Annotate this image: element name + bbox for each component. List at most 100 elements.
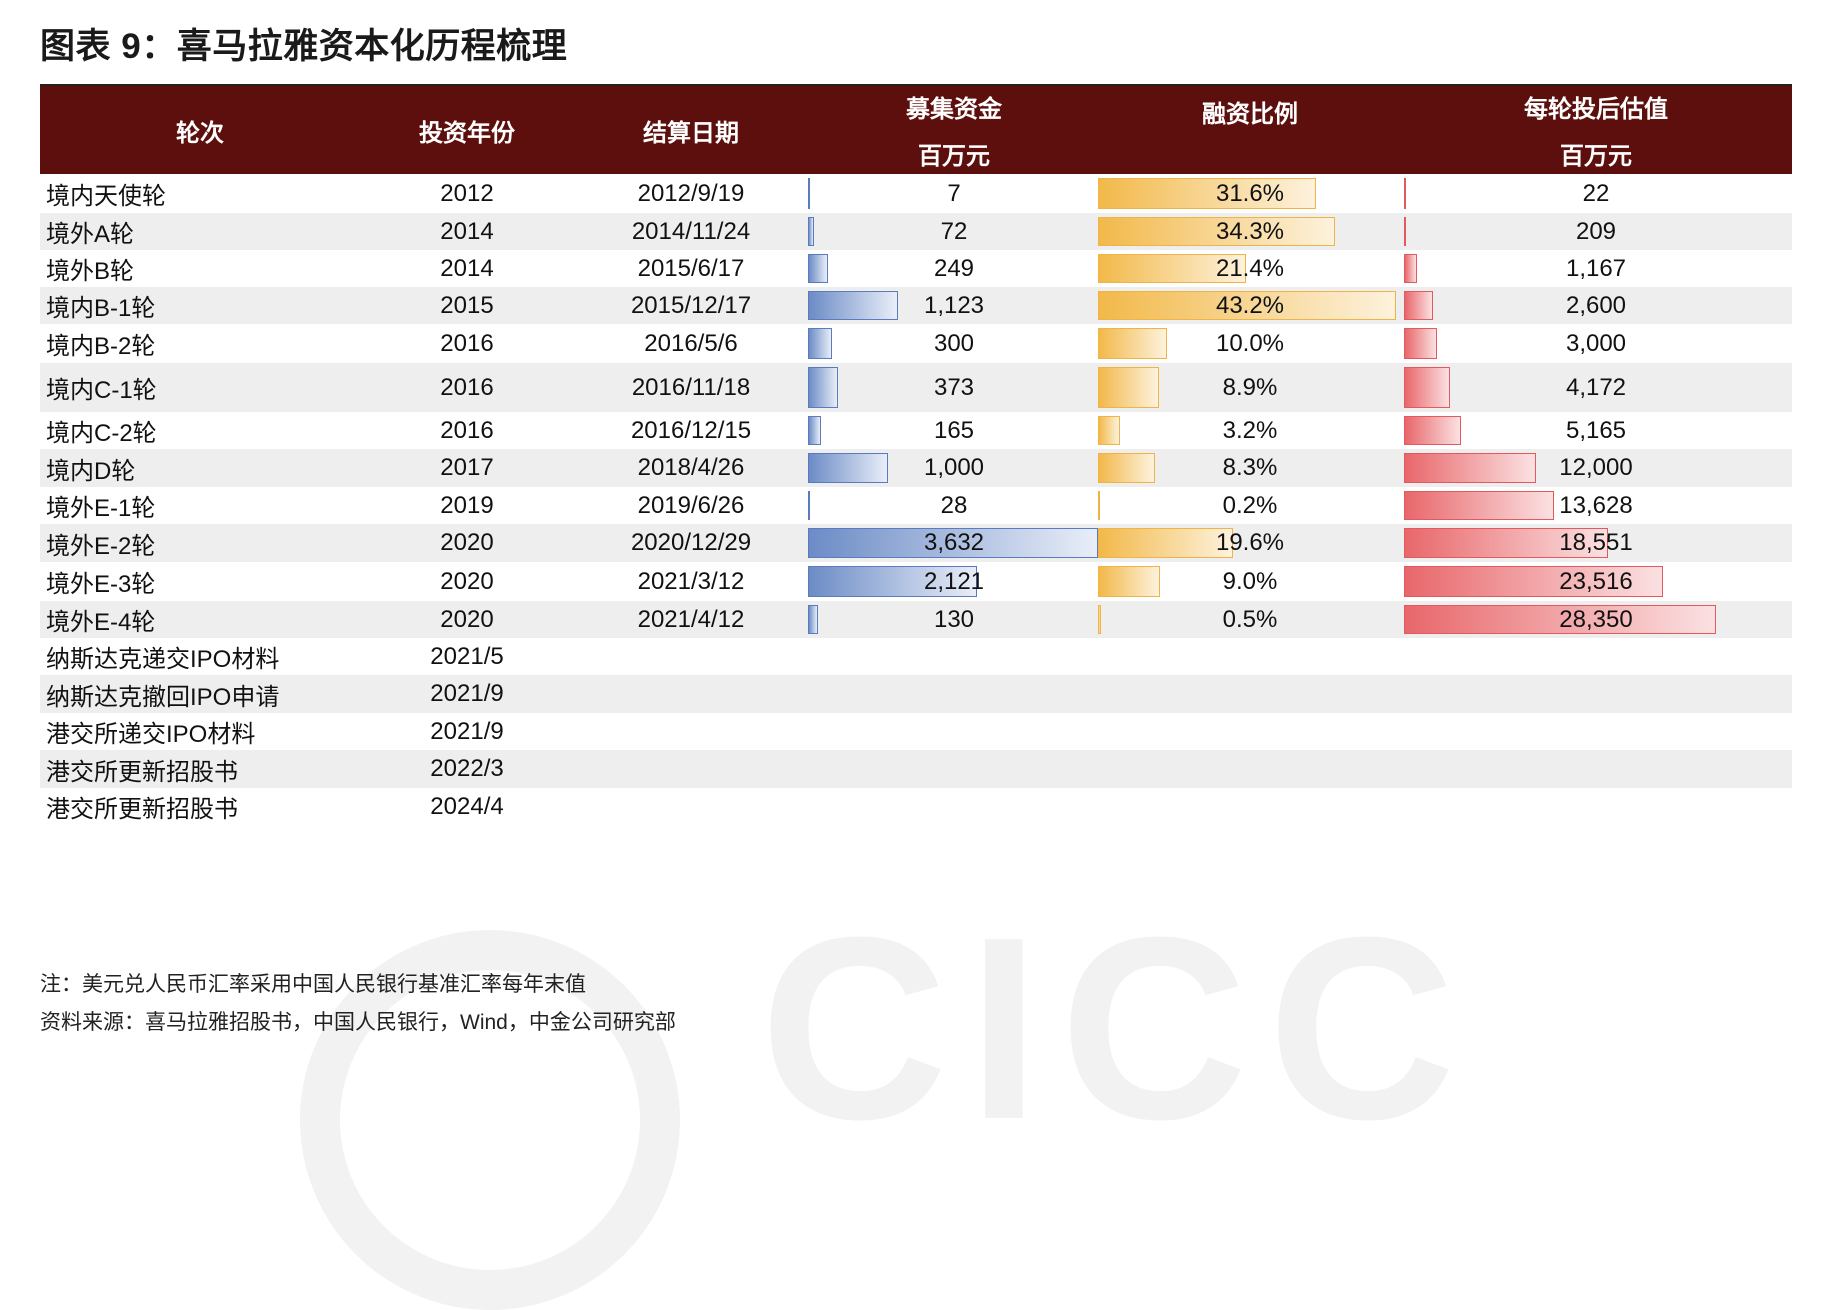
ratio-cell: 10.0% [1215, 329, 1285, 357]
raised-cell: 165 [933, 416, 975, 444]
raised-bar [808, 453, 888, 483]
date-cell: 2016/5/6 [644, 329, 738, 357]
year-cell: 2019 [440, 491, 494, 519]
round-cell: 境外E-1轮 [46, 495, 156, 522]
valuation-bar [1404, 605, 1716, 634]
valuation-cell: 18,551 [1559, 529, 1633, 556]
ratio-bar [1098, 291, 1396, 320]
year-cell: 2014 [440, 254, 494, 282]
year-cell: 2020 [440, 567, 494, 595]
raised-cell: 2,121 [923, 567, 985, 595]
table-row: 境内天使轮 2012 2012/9/19 7 31.6% 22 [40, 174, 1792, 213]
table-row: 境外E-3轮 2020 2021/3/12 2,121 9.0% 23,516 [40, 562, 1792, 601]
year-cell: 2021/9 [430, 717, 504, 745]
ratio-bar [1098, 605, 1102, 634]
ratio-cell [1100, 750, 1400, 788]
ratio-bar [1098, 178, 1316, 209]
raised-bar [808, 178, 810, 209]
ratio-cell: 0.5% [1222, 605, 1278, 633]
date-cell: 2014/11/24 [631, 217, 751, 245]
date-cell: 2020/12/29 [630, 529, 752, 556]
table-row: 境内B-1轮 2015 2015/12/17 1,123 43.2% 2,600 [40, 287, 1792, 324]
table-top-rule [40, 84, 1792, 86]
valuation-bar [1404, 416, 1461, 445]
ratio-cell: 34.3% [1215, 217, 1285, 245]
ratio-cell: 9.0% [1222, 567, 1278, 595]
watermark: CICC [760, 884, 1476, 1174]
date-cell: 2018/4/26 [637, 454, 745, 481]
valuation-bar [1404, 217, 1407, 246]
valuation-cell [1400, 750, 1792, 788]
capitalization-table: 轮次 投资年份 结算日期 募集资金 百万元 融资比例 每轮投后估值 百万元 境内天使… [40, 84, 1792, 825]
year-cell: 2021/5 [430, 642, 504, 670]
table-row: 境外B轮 2014 2015/6/17 249 21.4% 1,167 [40, 250, 1792, 287]
raised-cell: 7 [947, 179, 961, 207]
round-cell: 境内天使轮 [46, 183, 166, 210]
source-text: 资料来源：喜马拉雅招股书，中国人民银行，Wind，中金公司研究部 [40, 1011, 676, 1034]
valuation-bar [1404, 453, 1537, 483]
ratio-cell: 21.4% [1215, 254, 1285, 282]
raised-bar [808, 328, 832, 359]
round-cell: 境外E-4轮 [46, 609, 156, 636]
date-cell [574, 638, 808, 675]
raised-bar [808, 217, 814, 246]
valuation-cell: 3,000 [1565, 329, 1627, 357]
valuation-cell: 2,600 [1565, 291, 1627, 319]
table-row: 纳斯达克递交IPO材料 2021/5 [40, 638, 1792, 675]
raised-cell: 72 [940, 217, 968, 245]
year-cell: 2020 [440, 605, 494, 633]
round-cell: 境内C-1轮 [46, 377, 157, 404]
round-cell: 境外B轮 [46, 258, 135, 285]
year-cell: 2016 [440, 373, 494, 401]
figure-title: 图表 9：喜马拉雅资本化历程梳理 [40, 27, 568, 66]
table-row: 港交所递交IPO材料 2021/9 [40, 713, 1792, 750]
date-cell [574, 675, 808, 713]
table-row: 境外A轮 2014 2014/11/24 72 34.3% 209 [40, 213, 1792, 250]
table-row: 港交所更新招股书 2022/3 [40, 750, 1792, 788]
valuation-bar [1404, 566, 1663, 597]
raised-cell [808, 788, 1100, 825]
round-cell: 港交所更新招股书 [46, 758, 238, 786]
valuation-bar [1404, 254, 1417, 283]
raised-cell: 28 [940, 491, 968, 519]
raised-cell: 1,123 [923, 291, 985, 319]
date-cell: 2016/11/18 [631, 373, 751, 401]
raised-cell [808, 675, 1100, 713]
round-cell: 境外E-2轮 [46, 532, 156, 560]
valuation-bar [1404, 291, 1433, 320]
date-cell [574, 713, 808, 750]
round-cell: 境内B-1轮 [46, 295, 156, 322]
raised-bar [808, 367, 838, 408]
raised-bar [808, 254, 828, 283]
ratio-cell: 19.6% [1215, 529, 1285, 556]
raised-bar [808, 416, 822, 445]
valuation-cell: 23,516 [1559, 567, 1633, 595]
table-row: 境内C-1轮 2016 2016/11/18 373 8.9% 4,172 [40, 363, 1792, 412]
raised-cell: 1,000 [923, 454, 985, 481]
valuation-bar [1404, 367, 1450, 408]
raised-cell: 130 [933, 605, 975, 633]
ratio-bar [1098, 367, 1160, 408]
ratio-cell: 31.6% [1215, 179, 1285, 207]
valuation-bar [1404, 328, 1438, 359]
year-cell: 2014 [440, 217, 494, 245]
year-cell: 2024/4 [430, 792, 504, 820]
valuation-cell: 4,172 [1565, 373, 1627, 401]
table-row: 境内C-2轮 2016 2016/12/15 165 3.2% 5,165 [40, 412, 1792, 449]
valuation-cell: 13,628 [1559, 491, 1633, 519]
valuation-bar [1404, 528, 1609, 558]
year-cell: 2016 [440, 416, 494, 444]
round-cell: 境内C-2轮 [46, 420, 157, 447]
footnotes: 注：美元兑人民币汇率采用中国人民银行基准汇率每年末值 资料来源：喜马拉雅招股书，… [40, 966, 676, 1042]
round-cell: 境外A轮 [46, 221, 135, 248]
table-row: 境内B-2轮 2016 2016/5/6 300 10.0% 3,000 [40, 324, 1792, 363]
raised-cell [808, 750, 1100, 788]
date-cell: 2015/12/17 [630, 291, 752, 319]
year-cell: 2021/9 [430, 680, 504, 707]
date-cell: 2016/12/15 [630, 416, 752, 444]
date-cell: 2019/6/26 [637, 491, 745, 519]
raised-bar [808, 491, 811, 520]
date-cell [574, 788, 808, 825]
table-row: 港交所更新招股书 2024/4 [40, 788, 1792, 825]
ratio-cell [1100, 788, 1400, 825]
